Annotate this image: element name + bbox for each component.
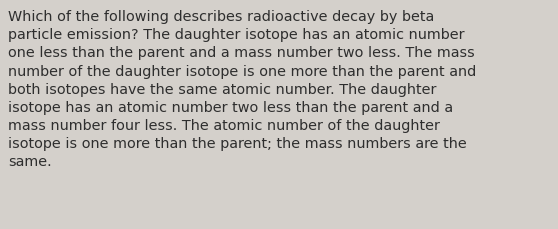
- Text: Which of the following describes radioactive decay by beta
particle emission? Th: Which of the following describes radioac…: [8, 10, 476, 169]
